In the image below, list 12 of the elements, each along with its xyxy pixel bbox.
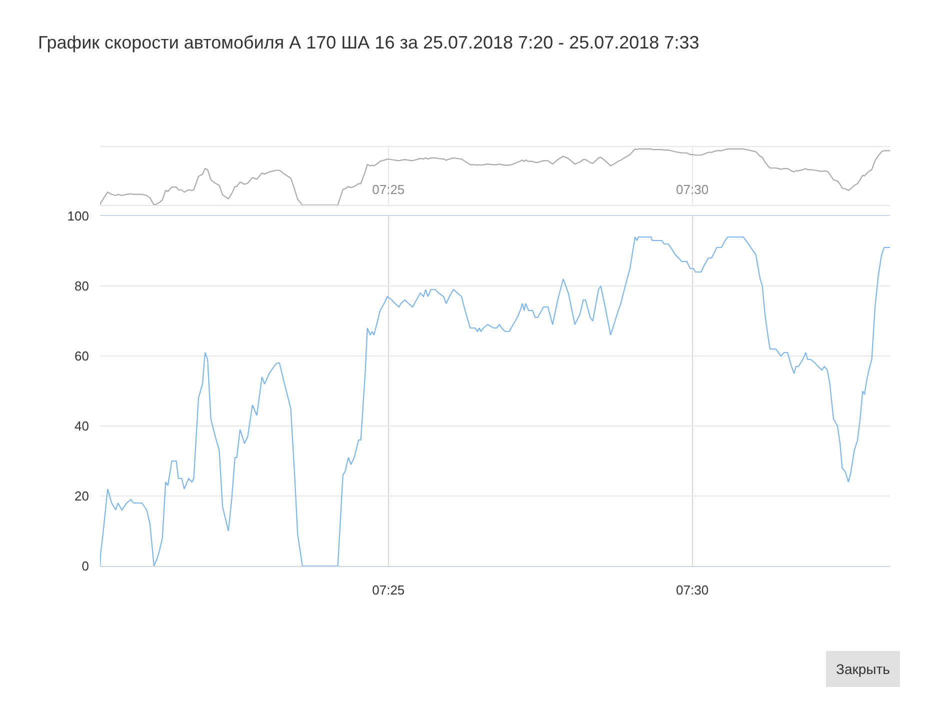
y-tick-label: 40 — [74, 418, 89, 434]
y-tick-label: 80 — [74, 278, 89, 294]
chart-title: График скорости автомобиля А 170 ША 16 за 25.07.2018 7:20 - 25.07.2018 7:33 — [38, 32, 700, 52]
x-tick-label: 07:30 — [676, 582, 709, 598]
y-tick-label: 0 — [82, 558, 89, 574]
x-tick-label: 07:30 — [676, 182, 709, 197]
y-tick-label: 60 — [74, 348, 89, 364]
y-tick-label: 20 — [74, 488, 89, 504]
y-tick-label: 100 — [67, 208, 89, 224]
x-tick-label: 07:25 — [372, 582, 405, 598]
line-series — [100, 236, 890, 566]
text: Закрыть — [836, 661, 890, 677]
